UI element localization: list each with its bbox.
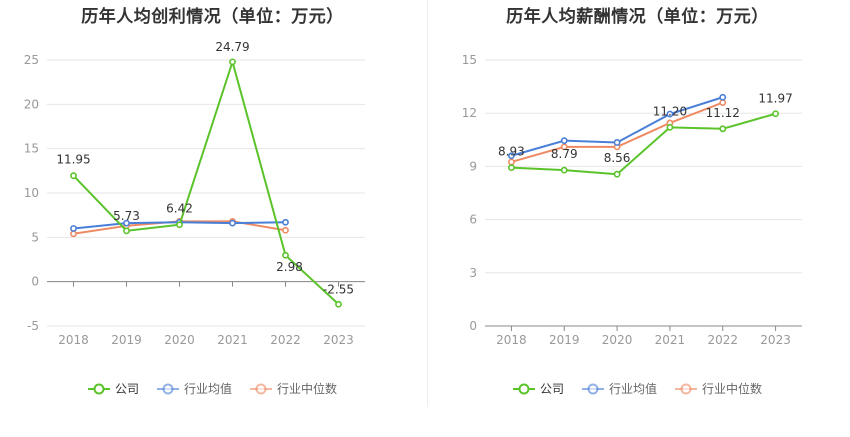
salary-per-capita-chart: 历年人均薪酬情况（单位：万元） 0 3 6 9 12 15 2018 2019 2020 2021…: [425, 0, 850, 437]
legend-swatch-icon: [512, 383, 535, 394]
data-point: [70, 230, 77, 238]
data-label: 24.79: [215, 40, 249, 54]
data-point: [508, 158, 515, 166]
data-point: [666, 123, 674, 131]
chart-legend: 公司 行业均值 行业中位数: [0, 380, 425, 397]
data-point: [123, 219, 130, 227]
data-label: -2.55: [323, 282, 354, 296]
y-tick-label: 0: [31, 275, 39, 289]
data-label: 8.79: [551, 147, 578, 161]
data-point: [176, 221, 183, 229]
profit-plot-area: -5 0 5 10 15 20 25 2018 2019 2020 2021 2022 2023 11.9…: [24, 40, 365, 347]
legend-item-industry-median[interactable]: 行业中位数: [675, 380, 762, 397]
data-point: [335, 300, 342, 308]
y-tick-label: 15: [24, 142, 39, 156]
salary-plot-area: 0 3 6 9 12 15 2018 2019 2020 2021 2022 2023 8.93 8.79…: [462, 53, 802, 347]
legend-swatch-icon: [675, 383, 697, 394]
legend-item-company[interactable]: 公司: [512, 380, 564, 397]
panel-divider: [427, 0, 428, 407]
y-tick-label: -5: [27, 319, 39, 333]
data-label: 8.56: [604, 151, 631, 165]
x-tick-label: 2020: [164, 333, 195, 347]
data-label: 8.93: [498, 145, 525, 159]
x-tick-label: 2018: [58, 333, 89, 347]
x-tick-label: 2022: [707, 333, 738, 347]
profit-per-capita-chart: 历年人均创利情况（单位：万元） -5 0 5 10 15 20 25 2018 2019 2020…: [0, 7, 425, 397]
data-point: [666, 110, 674, 118]
data-label: 11.95: [56, 153, 90, 167]
data-point: [70, 225, 77, 232]
y-tick-label: 6: [469, 213, 477, 227]
data-label: 2.98: [276, 260, 303, 274]
series-line-company: [72, 58, 340, 306]
x-tick-label: 2023: [760, 333, 791, 347]
legend-label: 公司: [539, 382, 564, 396]
x-tick-label: 2019: [111, 333, 142, 347]
legend-swatch-icon: [250, 383, 272, 394]
data-label: 11.97: [758, 92, 792, 106]
x-tick-label: 2018: [496, 333, 527, 347]
y-tick-label: 12: [462, 106, 477, 120]
data-point: [560, 137, 568, 145]
y-tick-label: 5: [31, 230, 39, 244]
legend-item-industry-mean[interactable]: 行业均值: [581, 380, 657, 397]
y-tick-label: 10: [24, 186, 39, 200]
legend-swatch-icon: [581, 383, 604, 394]
legend-label: 行业中位数: [277, 382, 338, 396]
data-point: [282, 251, 289, 259]
legend-label: 行业中位数: [702, 382, 763, 396]
y-tick-label: 15: [462, 53, 477, 67]
data-point: [282, 218, 289, 226]
data-point: [772, 110, 779, 118]
data-point: [229, 219, 236, 227]
y-tick-label: 0: [469, 319, 477, 333]
y-tick-label: 20: [24, 97, 39, 111]
legend-item-industry-mean[interactable]: 行业均值: [156, 380, 232, 397]
data-point: [229, 58, 236, 66]
chart-legend: 公司 行业均值 行业中位数: [425, 380, 850, 397]
data-point: [70, 172, 77, 180]
chart-title: 历年人均薪酬情况（单位：万元）: [506, 7, 769, 27]
data-label: 6.42: [166, 202, 193, 216]
y-tick-label: 3: [469, 266, 477, 280]
data-point: [613, 139, 621, 146]
legend-label: 公司: [114, 382, 139, 396]
x-tick-label: 2022: [270, 333, 301, 347]
data-point: [508, 152, 515, 160]
data-point: [560, 143, 568, 151]
data-point: [719, 99, 727, 106]
data-point: [508, 164, 515, 172]
legend-item-company[interactable]: 公司: [87, 380, 139, 397]
x-tick-label: 2020: [602, 333, 633, 347]
data-point: [560, 166, 568, 174]
legend-swatch-icon: [87, 383, 110, 394]
y-tick-label: 25: [24, 53, 39, 67]
data-point: [123, 227, 130, 235]
data-label: 11.12: [706, 106, 740, 120]
data-label: 11.20: [653, 104, 687, 118]
data-point: [719, 125, 727, 133]
series-line-company: [511, 112, 776, 176]
data-point: [282, 226, 289, 234]
x-tick-label: 2021: [655, 333, 686, 347]
data-label: 5.73: [113, 209, 140, 223]
x-tick-label: 2021: [217, 333, 248, 347]
chart-title: 历年人均创利情况（单位：万元）: [81, 7, 344, 27]
legend-label: 行业均值: [183, 382, 232, 396]
data-point: [719, 93, 727, 101]
legend-label: 行业均值: [608, 382, 657, 396]
legend-swatch-icon: [156, 383, 179, 394]
data-point: [613, 170, 621, 178]
legend-item-industry-median[interactable]: 行业中位数: [250, 380, 337, 397]
y-tick-label: 9: [469, 159, 477, 173]
x-tick-label: 2019: [549, 333, 580, 347]
x-tick-label: 2023: [323, 333, 354, 347]
